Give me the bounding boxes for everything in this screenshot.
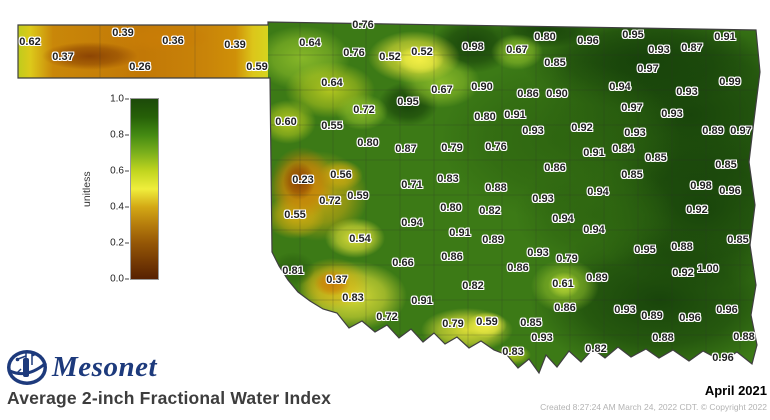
created-timestamp: Created 8:27:24 AM March 24, 2022 CDT. ©… [540,402,767,412]
mesonet-logo-text: Mesonet [52,351,157,383]
mesonet-logo-icon [7,350,47,385]
colorbar-tick: 0.0 [110,274,129,285]
colorbar-tick: 0.2 [110,238,129,249]
state-border [17,21,761,375]
map-period: April 2021 [704,383,767,398]
colorbar-tick-label: 0.4 [110,201,124,213]
colorbar-ticks: 1.0 0.8 0.6 0.4 0.2 0.0 [84,94,129,285]
colorbar-tick-mark [125,134,129,136]
colorbar-tick-mark [125,170,129,172]
mesonet-logo: Mesonet [6,349,157,386]
colorbar-tick: 0.6 [110,166,129,177]
map-title: Average 2-inch Fractional Water Index [7,388,332,408]
colorbar-tick-label: 1.0 [110,93,124,105]
colorbar-tick-mark [125,98,129,100]
colorbar-tick-label: 0.0 [110,273,124,285]
county-lines [99,22,758,373]
colorbar: unitless 1.0 0.8 0.6 0.4 0.2 0.0 [81,92,164,288]
colorbar-tick-mark [125,206,129,208]
colorbar-tick-label: 0.2 [110,237,124,249]
colorbar-tick: 1.0 [110,94,129,105]
colorbar-tick-label: 0.8 [110,129,124,141]
colorbar-gradient [130,98,159,280]
colorbar-tick-mark [125,278,129,280]
colorbar-tick: 0.4 [110,202,129,213]
colorbar-tick-label: 0.6 [110,165,124,177]
colorbar-tick: 0.8 [110,130,129,141]
colorbar-tick-mark [125,242,129,244]
